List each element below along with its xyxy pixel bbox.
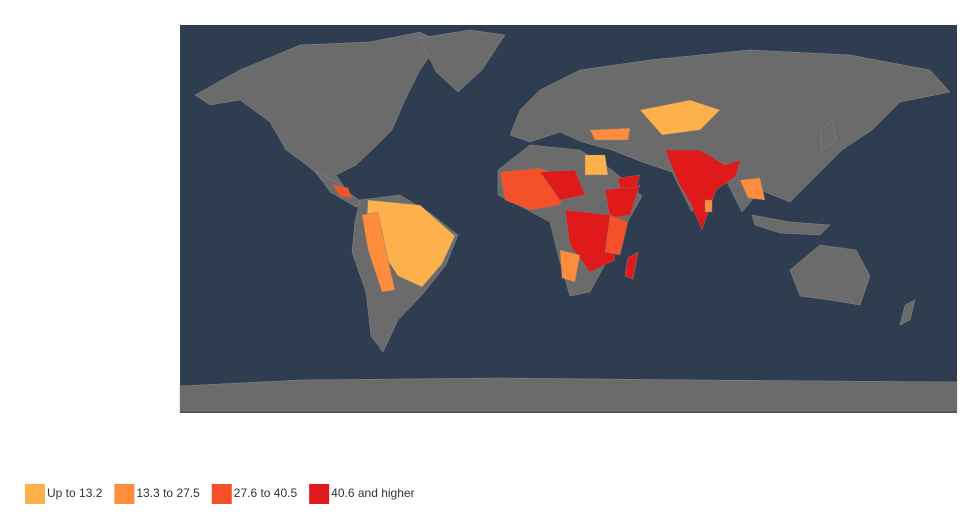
legend-swatch [309,484,330,504]
new-zealand [899,299,916,326]
central-america-region [331,183,353,199]
sri-lanka [704,199,713,213]
yemen [617,174,641,189]
central-africa [564,209,616,273]
greenland [419,29,506,93]
east-africa [604,214,629,256]
antarctica [179,377,958,412]
north-america [194,31,441,191]
kazakhstan [639,99,721,136]
map-baseline [180,411,957,413]
indonesia [751,214,831,236]
southern-africa [559,249,581,283]
legend-label: 13.3 to 27.5 [136,486,200,500]
choropleth-regions [331,99,766,293]
australia [789,244,871,306]
middle-east-region [589,127,631,141]
egypt [584,154,609,176]
legend-swatch [25,484,45,504]
legend: Up to 13.2 13.3 to 27.5 27.6 to 40.5 40.6 a… [25,484,415,504]
southeast-asia-region [739,177,766,201]
legend-label: 27.6 to 40.5 [234,486,298,500]
legend-swatch [114,484,135,504]
sahel [539,169,586,201]
japan [819,119,837,151]
eurasia [509,49,951,213]
madagascar-region [624,251,639,280]
legend-label: 40.6 and higher [331,486,414,500]
andes-region [361,211,396,293]
legend-swatch [211,484,232,504]
india [664,149,741,231]
legend-label: Up to 13.2 [47,486,103,500]
